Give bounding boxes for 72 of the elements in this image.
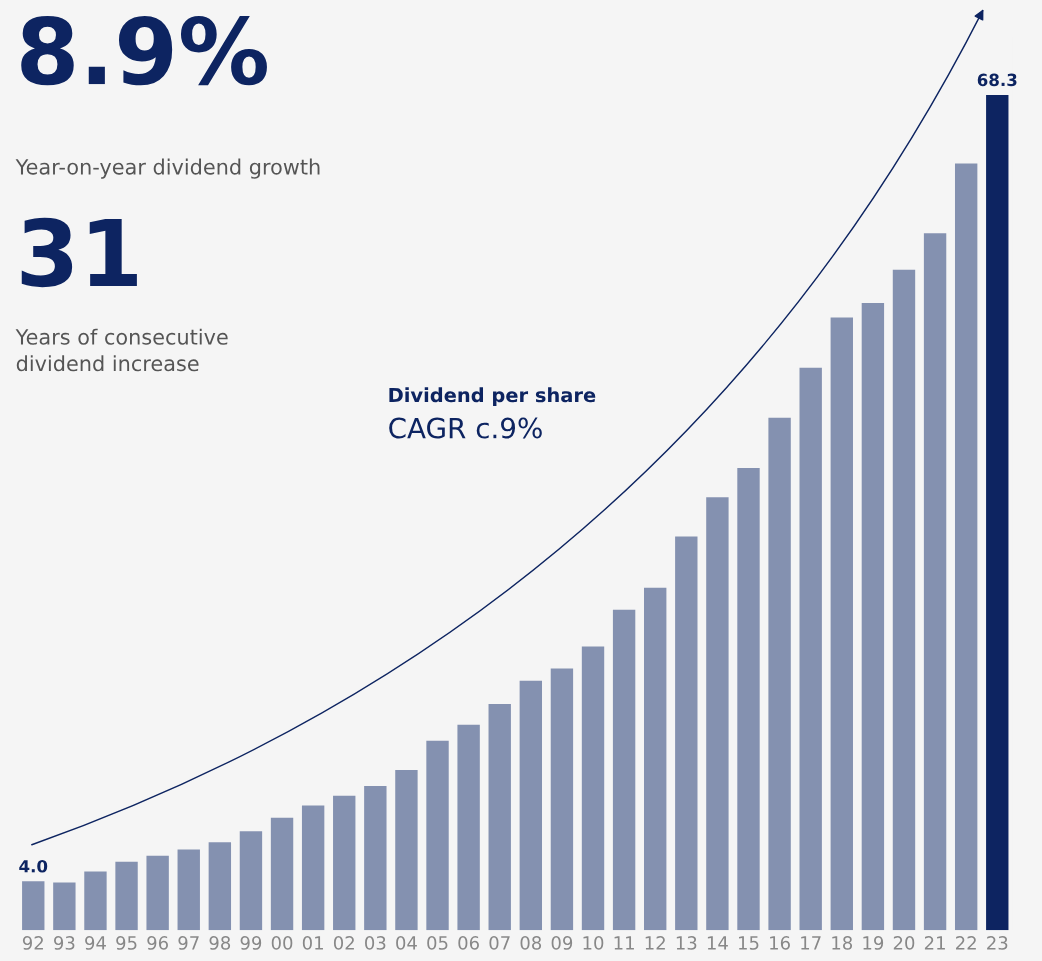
bar <box>706 497 729 931</box>
x-tick-label: 02 <box>333 936 354 950</box>
bar <box>488 704 511 931</box>
annotation: CAGR c.9% <box>389 417 542 439</box>
x-tick-label: 13 <box>676 936 697 950</box>
x-tick-label: 15 <box>738 936 759 950</box>
bar <box>737 467 760 931</box>
annotation: Dividend per share <box>389 387 596 407</box>
x-tick-label: 92 <box>22 936 43 950</box>
x-tick-label: 99 <box>240 936 262 950</box>
bar <box>861 302 885 931</box>
text: 8.9% <box>21 16 267 86</box>
data-label: 4.0 <box>19 859 48 873</box>
annotation: 31 <box>21 217 137 288</box>
x-tick-label: 98 <box>209 936 231 950</box>
x-tick-label: 04 <box>396 936 417 950</box>
x-tick-label: 97 <box>178 936 199 950</box>
x-tick-label: 05 <box>427 936 448 950</box>
data-label: 68.3 <box>977 73 1017 87</box>
x-tick-label: 01 <box>302 936 323 950</box>
bar <box>22 881 45 931</box>
x-tick-label: 17 <box>801 936 821 950</box>
x-tick-label: 10 <box>583 936 604 950</box>
bar <box>923 233 947 931</box>
x-tick-label: 95 <box>116 936 137 950</box>
bar <box>364 785 387 931</box>
bar <box>270 817 294 931</box>
bar <box>115 861 138 931</box>
x-tick-label: 96 <box>147 936 168 950</box>
x-tick-label: 16 <box>770 936 790 950</box>
x-tick-label: 14 <box>707 936 728 950</box>
x-tick-label: 07 <box>489 936 510 950</box>
bar <box>426 740 449 931</box>
bar <box>892 269 916 931</box>
bar <box>333 795 356 931</box>
annotation: Year-on-year dividend growth <box>15 158 320 179</box>
bar <box>519 680 543 931</box>
bar <box>177 849 200 931</box>
x-tick-label: 93 <box>54 936 75 950</box>
x-tick-label: 03 <box>365 936 386 950</box>
x-tick-label: 08 <box>520 936 542 950</box>
x-tick-label: 20 <box>893 936 915 950</box>
bar <box>84 871 107 931</box>
bar <box>239 831 263 931</box>
bar <box>395 770 418 931</box>
x-tick-label: 11 <box>614 936 634 950</box>
bar <box>768 417 791 931</box>
bar <box>954 163 978 931</box>
bar <box>146 855 169 931</box>
bar <box>675 536 698 931</box>
bar <box>581 646 605 931</box>
bar <box>301 805 325 931</box>
bar <box>830 317 853 931</box>
bar <box>457 724 480 931</box>
bar <box>550 668 574 931</box>
bar <box>208 842 232 931</box>
x-tick-label: 21 <box>924 936 945 950</box>
x-tick-label: 18 <box>832 936 853 950</box>
bar <box>799 367 822 931</box>
x-tick-label: 22 <box>956 936 976 950</box>
x-tick-label: 94 <box>85 936 106 950</box>
x-tick-label: 12 <box>645 936 665 950</box>
x-tick-label: 19 <box>863 936 884 950</box>
annotation: Years of consecutive dividend increase <box>15 328 228 372</box>
x-tick-label: 23 <box>987 936 1008 950</box>
bar <box>612 609 636 931</box>
x-tick-label: 06 <box>458 936 479 950</box>
bar <box>53 882 76 931</box>
x-tick-label: 00 <box>271 936 293 950</box>
bar <box>644 587 667 931</box>
x-tick-label: 09 <box>551 936 573 950</box>
bar <box>986 94 1009 931</box>
